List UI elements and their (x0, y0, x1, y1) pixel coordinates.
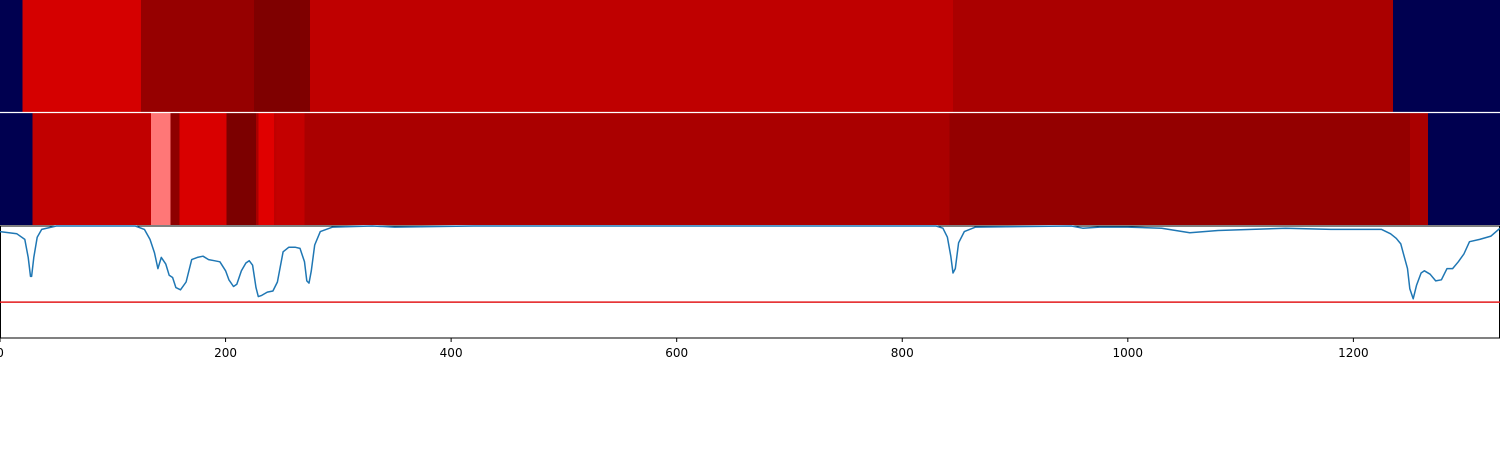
x-tick-label: 800 (891, 346, 914, 360)
heatmap-segment (0, 0, 23, 112)
signal-line (0, 225, 1500, 300)
x-tick-label: 600 (665, 346, 688, 360)
heatmap-segment (310, 0, 954, 112)
heatmap-track-1 (0, 0, 1500, 112)
signal-panel (0, 225, 1500, 339)
heatmap-segment (1409, 113, 1428, 225)
x-tick-label: 1200 (1338, 346, 1369, 360)
signal-frame (0, 225, 1500, 339)
x-tick-label: 200 (214, 346, 237, 360)
heatmap-segment (170, 113, 180, 225)
x-tick-label: 1000 (1113, 346, 1144, 360)
heatmap-segment (256, 113, 259, 225)
heatmap-segment (226, 113, 257, 225)
x-axis: 0 200 400 600 800 1000 1200 (0, 338, 1369, 360)
heatmap-segment (276, 113, 305, 225)
x-tick-label: 0 (0, 346, 4, 360)
heatmap-segment (179, 113, 227, 225)
heatmap-segment (253, 0, 311, 112)
heatmap-segment (32, 113, 152, 225)
heatmap-tracks (0, 0, 1500, 225)
heatmap-segment (22, 0, 141, 112)
heatmap-segment (274, 113, 277, 225)
heatmap-segment (140, 0, 254, 112)
heatmap-segment (304, 113, 950, 225)
heatmap-segment (949, 113, 1410, 225)
heatmap-segment (953, 0, 1393, 112)
heatmap-segment (1392, 0, 1500, 112)
heatmap-segment (0, 113, 33, 225)
heatmap-segment (151, 113, 171, 225)
x-tick-label: 400 (440, 346, 463, 360)
heatmap-track-2 (0, 113, 1500, 225)
heatmap-segment (258, 113, 275, 225)
heatmap-segment (1427, 113, 1500, 225)
